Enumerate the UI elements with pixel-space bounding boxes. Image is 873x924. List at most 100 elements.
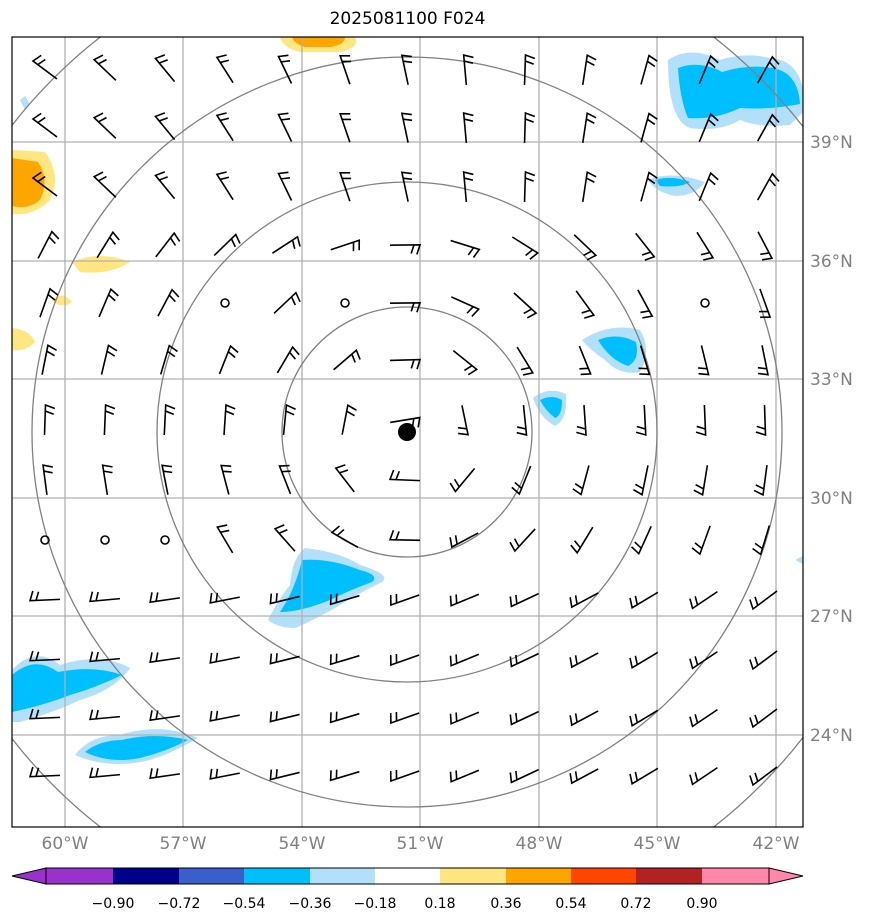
wind-barb — [749, 650, 778, 671]
wind-barb — [277, 112, 293, 142]
wind-barb — [462, 54, 474, 86]
wind-barb — [691, 525, 711, 556]
colorbar — [11, 867, 804, 885]
wind-barb — [756, 113, 780, 142]
wind-barb — [698, 54, 719, 85]
wind-barb — [278, 464, 292, 495]
wind-barb — [37, 230, 60, 259]
wind-barb — [389, 244, 422, 255]
wind-barb — [629, 767, 659, 785]
colorbar-tick: 0.90 — [686, 896, 718, 912]
wind-barb — [103, 403, 116, 436]
wind-barb — [753, 465, 768, 497]
calm-wind-circle — [40, 535, 50, 545]
wind-barb — [209, 592, 240, 604]
wind-barb — [509, 710, 539, 726]
calm-wind-circle — [700, 298, 710, 308]
wind-barb — [388, 469, 421, 482]
colorbar-tick: −0.72 — [157, 896, 201, 912]
lat-label: 24°N — [810, 726, 853, 746]
wind-barb — [570, 526, 594, 555]
wind-barb — [569, 768, 599, 785]
wind-barb — [511, 465, 532, 496]
wind-barb — [31, 171, 58, 197]
wind-barb — [209, 768, 240, 780]
lat-label: 27°N — [810, 607, 853, 627]
wind-barb — [569, 592, 599, 609]
map-title: 2025081100 F024 — [329, 9, 486, 29]
wind-barb — [449, 467, 476, 493]
wind-barb — [223, 403, 236, 436]
wind-barb — [462, 112, 474, 144]
wind-barb — [89, 651, 121, 663]
wind-barb — [92, 54, 117, 81]
wind-barb — [209, 652, 240, 664]
lon-label: 42°W — [752, 834, 800, 854]
wind-barb — [572, 465, 590, 496]
wind-barb — [218, 344, 239, 375]
wind-barb — [513, 292, 538, 319]
lat-label: 30°N — [810, 489, 853, 509]
wind-barb — [523, 170, 536, 203]
wind-barb — [149, 710, 180, 722]
colorbar-bin — [113, 868, 179, 884]
wind-barb — [578, 345, 592, 376]
wind-barb — [581, 53, 597, 85]
wind-barb — [516, 404, 528, 436]
wind-barb — [154, 54, 176, 83]
wind-barb — [388, 530, 421, 542]
colorbar-bin — [46, 868, 113, 884]
wind-barb — [215, 54, 234, 84]
wind-barb — [43, 403, 56, 436]
storm-center-dot — [398, 423, 416, 441]
wind-barb — [749, 590, 778, 611]
wind-barb — [277, 171, 293, 201]
colorbar-tick: 0.54 — [555, 896, 587, 912]
wind-barb — [276, 345, 300, 374]
wind-barb — [640, 112, 658, 143]
wind-barb — [400, 54, 413, 85]
wind-barb — [698, 171, 719, 202]
wind-barb — [457, 405, 470, 436]
wind-barb — [28, 650, 61, 662]
wind-barb — [157, 288, 180, 317]
wind-barb — [31, 112, 58, 138]
wind-barb — [341, 404, 357, 435]
wind-barb — [629, 591, 659, 609]
wind-barb — [89, 591, 121, 603]
colorbar-tick: −0.36 — [288, 896, 332, 912]
lon-label: 57°W — [159, 834, 207, 854]
wind-barb — [695, 404, 707, 437]
wind-barb — [400, 171, 413, 202]
wind-barb — [509, 592, 539, 608]
colorbar-bin — [440, 868, 506, 884]
lat-label: 36°N — [810, 252, 853, 272]
wind-barb — [698, 345, 710, 376]
wind-barb — [154, 112, 176, 141]
wind-barb — [271, 235, 301, 254]
wind-barb — [92, 112, 117, 139]
colorbar-bin — [506, 868, 571, 884]
wind-barb — [698, 112, 719, 143]
wind-barb — [389, 301, 422, 313]
wind-barb — [509, 528, 536, 553]
wind-barb — [450, 239, 481, 258]
wind-barb — [757, 345, 769, 376]
colorbar-bin — [244, 868, 310, 884]
wind-barb — [339, 113, 352, 143]
plot-frame — [11, 36, 804, 828]
wind-barb — [389, 594, 420, 607]
wind-barb — [163, 403, 176, 436]
wind-barb — [523, 53, 536, 86]
wind-barb — [632, 465, 649, 496]
wind-barb — [42, 464, 53, 495]
wind-barb — [449, 593, 480, 607]
wind-barb — [92, 171, 117, 198]
wind-barb — [282, 403, 296, 436]
wind-barb — [637, 289, 654, 319]
colorbar-extend-low — [11, 867, 47, 885]
wind-barb — [449, 532, 479, 549]
wind-barb — [333, 348, 361, 371]
wind-barb — [749, 708, 778, 729]
wind-barb — [100, 344, 118, 375]
